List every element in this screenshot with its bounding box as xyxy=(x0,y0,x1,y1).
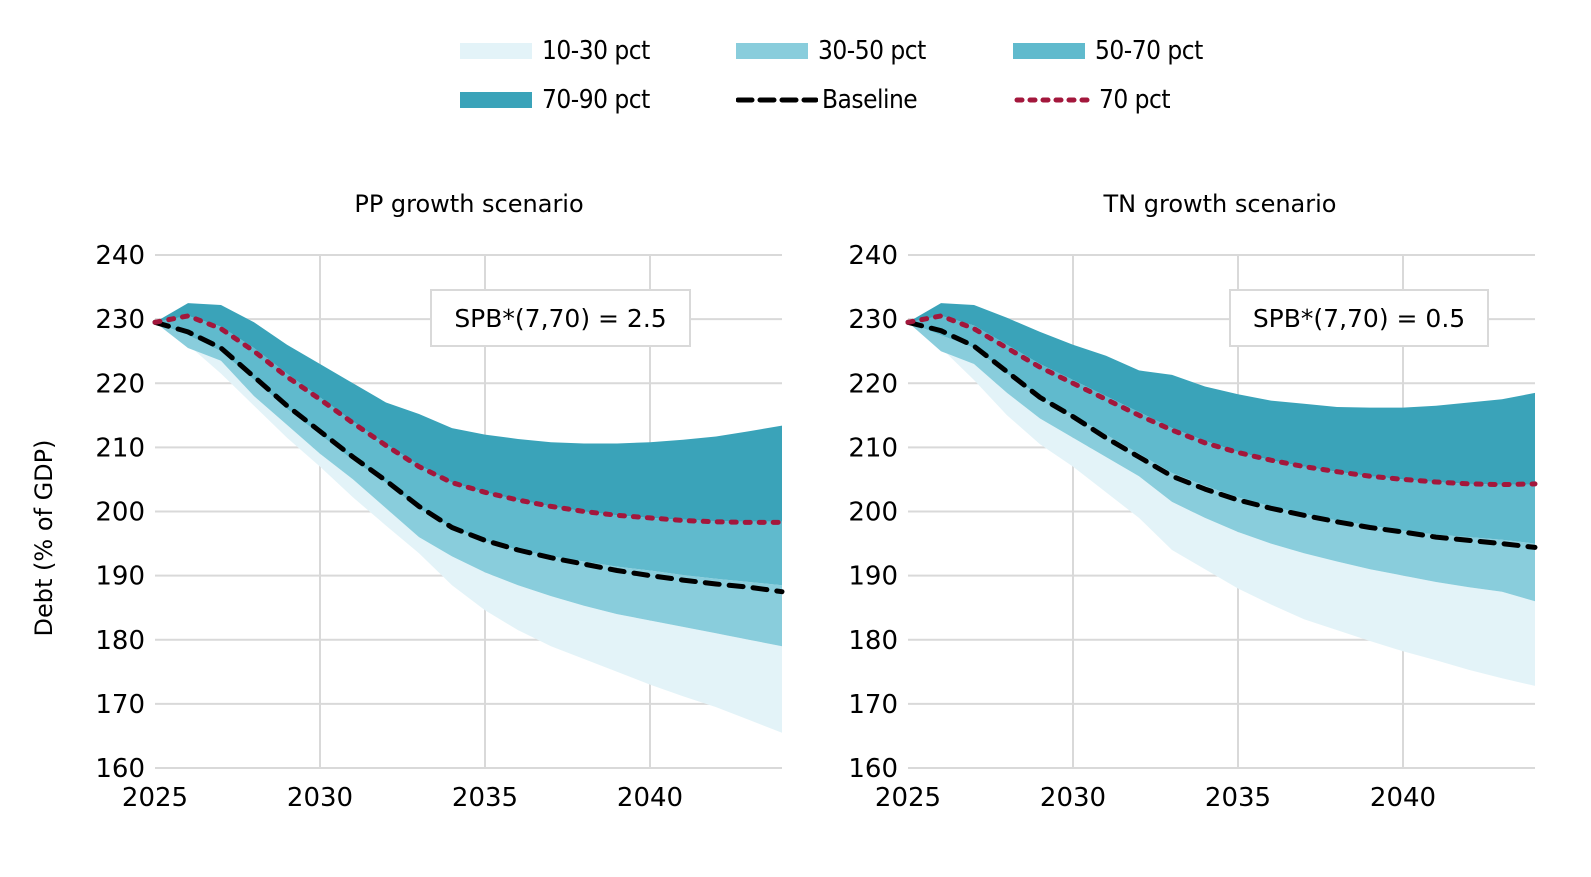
x-tick-label: 2030 xyxy=(287,783,353,813)
pct70-line xyxy=(152,313,785,525)
legend-dashed-line-icon xyxy=(736,97,818,103)
legend-label: 10-30 pct xyxy=(542,36,650,66)
legend-label: Baseline xyxy=(822,85,918,115)
pct70-line xyxy=(905,313,1538,488)
band-10-30-pct xyxy=(908,322,1535,686)
y-tick-label: 180 xyxy=(848,626,898,656)
y-tick-label: 240 xyxy=(848,241,898,271)
y-tick-label: 190 xyxy=(848,562,898,592)
x-tick-label: 2040 xyxy=(617,783,683,813)
y-tick-label: 220 xyxy=(95,369,145,399)
annotation-box xyxy=(430,289,691,347)
x-tick-label: 2040 xyxy=(1370,783,1436,813)
legend-item-70pct: 70 pct xyxy=(1013,85,1171,115)
y-tick-label: 190 xyxy=(95,562,145,592)
annotation-text: SPB*(7,70) = 2.5 xyxy=(454,304,666,333)
x-tick-label: 2025 xyxy=(122,783,188,813)
band-10-30-pct xyxy=(155,322,782,733)
band-50-70-pct xyxy=(908,315,1535,544)
x-tick-label: 2025 xyxy=(875,783,941,813)
annotation-box xyxy=(1229,289,1489,347)
y-tick-label: 170 xyxy=(95,690,145,720)
legend-item-10-30: 10-30 pct xyxy=(460,36,650,66)
y-axis-label: Debt (% of GDP) xyxy=(30,440,58,637)
legend-swatch-50-70 xyxy=(1013,43,1085,59)
y-tick-label: 200 xyxy=(848,498,898,528)
x-tick-label: 2030 xyxy=(1040,783,1106,813)
annotation-text: SPB*(7,70) = 0.5 xyxy=(1253,304,1465,333)
legend: 10-30 pct 30-50 pct 50-70 pct 70-90 pct … xyxy=(0,0,1591,140)
legend-swatch-10-30 xyxy=(460,43,532,59)
legend-item-30-50: 30-50 pct xyxy=(736,36,926,66)
band-30-50-pct xyxy=(155,322,782,647)
y-tick-label: 230 xyxy=(95,305,145,335)
x-tick-label: 2035 xyxy=(452,783,518,813)
y-tick-label: 180 xyxy=(95,626,145,656)
band-30-50-pct xyxy=(908,322,1535,602)
y-tick-label: 160 xyxy=(848,754,898,784)
legend-swatch-30-50 xyxy=(736,43,808,59)
y-tick-label: 210 xyxy=(848,433,898,463)
legend-item-50-70: 50-70 pct xyxy=(1013,36,1203,66)
chart-panel-tn: 160 170 180 190 200 210 220 230 240 2025 2030 2035 2… xyxy=(848,190,1538,813)
baseline-line xyxy=(152,319,785,595)
legend-label: 70-90 pct xyxy=(542,85,650,115)
y-tick-label: 230 xyxy=(848,305,898,335)
legend-dotted-line-icon xyxy=(1014,97,1095,103)
legend-item-70-90: 70-90 pct xyxy=(460,85,650,115)
legend-label: 70 pct xyxy=(1099,85,1171,115)
y-tick-label: 220 xyxy=(848,369,898,399)
legend-label: 50-70 pct xyxy=(1095,36,1203,66)
band-70-90-pct xyxy=(908,303,1535,485)
chart-panel-pp: 160 170 180 190 200 210 220 230 240 2025 2030 2035 2… xyxy=(95,190,785,813)
y-tick-label: 210 xyxy=(95,433,145,463)
legend-item-baseline: Baseline xyxy=(736,85,918,115)
y-tick-label: 160 xyxy=(95,754,145,784)
band-70-90-pct xyxy=(155,303,782,522)
legend-swatch-70-90 xyxy=(460,92,532,108)
baseline-line xyxy=(905,319,1538,550)
y-tick-label: 170 xyxy=(848,690,898,720)
chart-title: TN growth scenario xyxy=(1103,190,1337,218)
x-tick-label: 2035 xyxy=(1205,783,1271,813)
y-tick-label: 200 xyxy=(95,498,145,528)
legend-label: 30-50 pct xyxy=(818,36,926,66)
y-tick-label: 240 xyxy=(95,241,145,271)
chart-title: PP growth scenario xyxy=(354,190,583,218)
